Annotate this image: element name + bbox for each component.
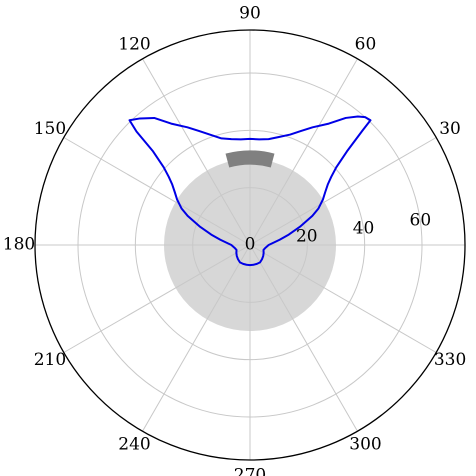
radius-tick-label: 60 — [410, 211, 432, 231]
angle-tick-label: 180 — [3, 235, 35, 255]
angle-tick-label: 90 — [239, 4, 261, 24]
angular-grid-spoke — [249, 244, 358, 432]
angular-grid-spoke — [63, 244, 251, 353]
radius-tick-label: 40 — [353, 219, 375, 239]
angle-tick-label: 270 — [234, 466, 266, 476]
angle-tick-label: 300 — [349, 435, 381, 455]
angle-tick-label: 210 — [34, 350, 66, 370]
angular-grid-spoke — [142, 244, 251, 432]
angle-tick-label: 60 — [355, 34, 377, 54]
angle-tick-label: 240 — [118, 435, 150, 455]
angle-tick-label: 150 — [34, 119, 66, 139]
angular-grid-spoke — [63, 137, 251, 246]
angle-tick-label: 120 — [118, 34, 150, 54]
angular-grid-spoke — [142, 58, 251, 246]
band-mark — [225, 150, 275, 168]
angular-grid-spoke — [249, 137, 437, 246]
radius-tick-label: 0 — [245, 235, 256, 255]
series-curve — [128, 115, 372, 267]
outer-frame — [34, 29, 466, 461]
angle-tick-label: 330 — [434, 350, 466, 370]
angle-tick-labels: 0 30 60 90 120 150 180 210 240 270 300 330 — [3, 4, 476, 476]
angular-grid — [35, 30, 465, 460]
angular-grid-spoke — [249, 58, 358, 246]
angular-grid-spoke — [249, 244, 437, 353]
radius-tick-labels: 0 20 40 60 — [245, 211, 432, 255]
angle-tick-label: 30 — [439, 119, 461, 139]
radius-tick-label: 20 — [296, 227, 318, 247]
